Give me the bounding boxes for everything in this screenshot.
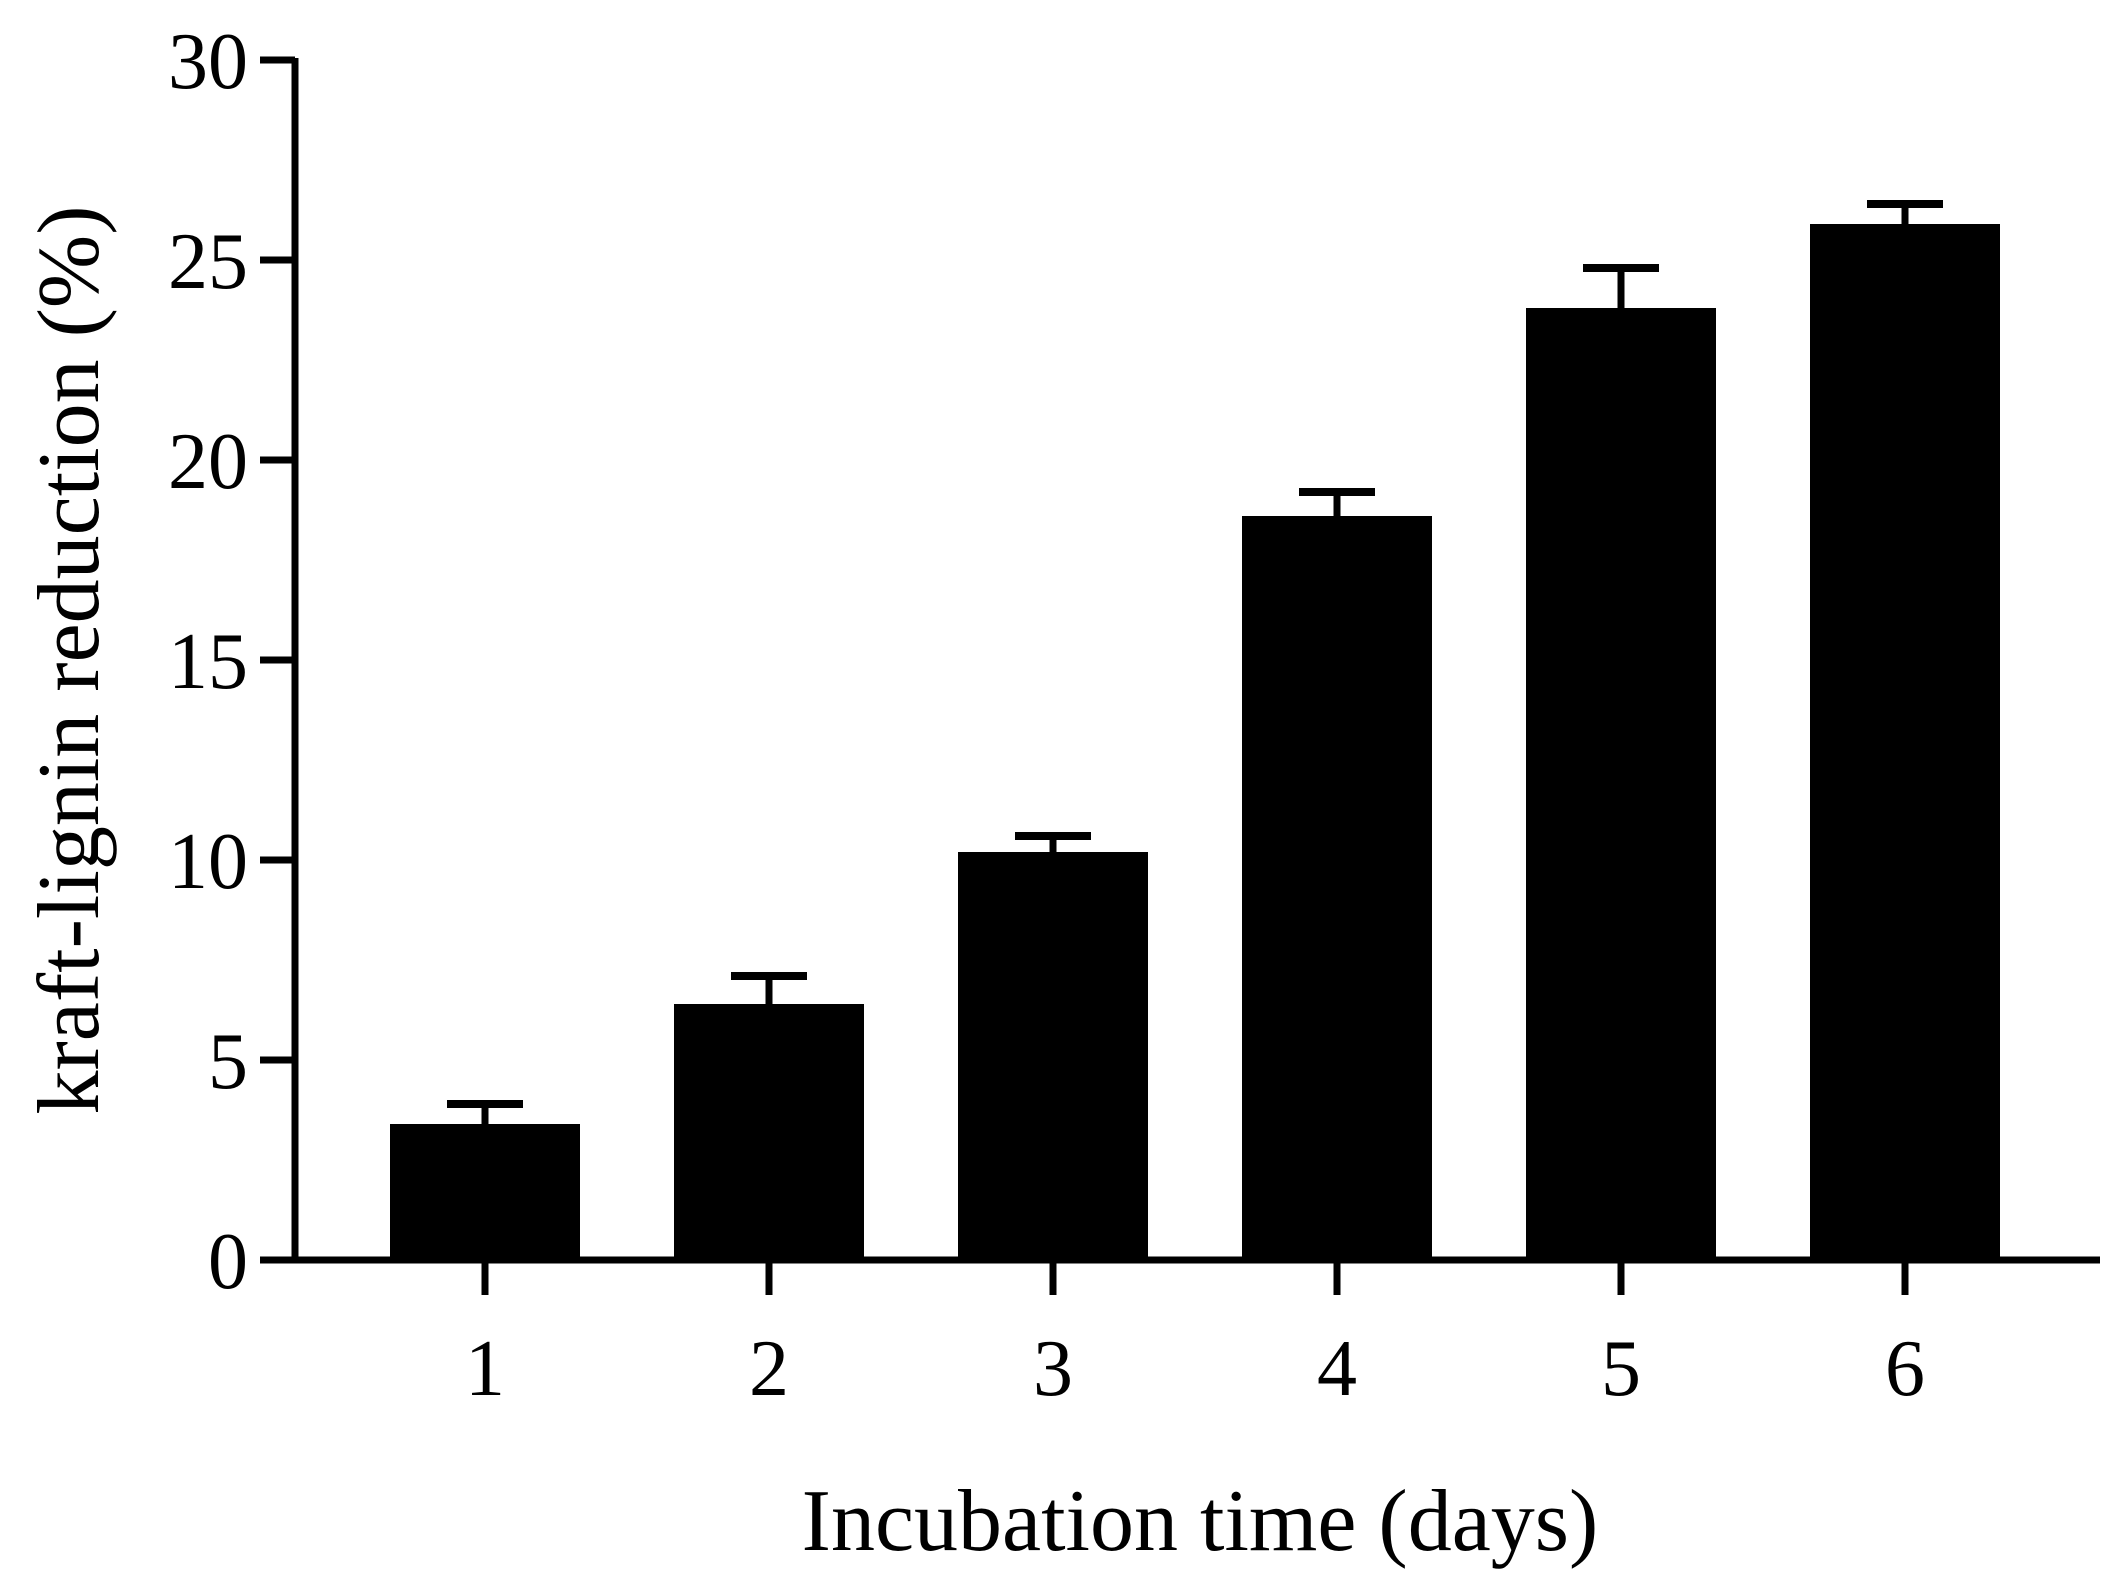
- bar-day-4: [1242, 516, 1432, 1260]
- error-bars-layer: [447, 200, 1943, 1124]
- labels-layer: 0 5 10 15 20 25 30 1 2 3 4 5 6: [168, 18, 1925, 1413]
- bar-day-5: [1526, 308, 1716, 1260]
- y-tick-label-25: 25: [168, 218, 248, 306]
- y-tick-label-15: 15: [168, 618, 248, 706]
- y-tick-label-10: 10: [168, 818, 248, 906]
- bar-day-1: [390, 1124, 580, 1260]
- x-tick-label-4: 4: [1317, 1325, 1357, 1413]
- x-tick-label-6: 6: [1885, 1325, 1925, 1413]
- x-axis-title: Incubation time (days): [802, 1473, 1599, 1570]
- y-axis-title: kraft-lignin reduction (%): [21, 205, 118, 1114]
- axes-layer: [260, 56, 2100, 1295]
- bar-day-3: [958, 852, 1148, 1260]
- x-tick-label-1: 1: [465, 1325, 505, 1413]
- bar-day-2: [674, 1004, 864, 1260]
- y-tick-label-5: 5: [208, 1018, 248, 1106]
- y-tick-label-0: 0: [208, 1218, 248, 1306]
- bar-day-6: [1810, 224, 2000, 1260]
- x-tick-label-5: 5: [1601, 1325, 1641, 1413]
- y-tick-label-30: 30: [168, 18, 248, 106]
- y-tick-label-20: 20: [168, 418, 248, 506]
- x-tick-label-3: 3: [1033, 1325, 1073, 1413]
- bars-layer: [390, 224, 2000, 1260]
- x-tick-label-2: 2: [749, 1325, 789, 1413]
